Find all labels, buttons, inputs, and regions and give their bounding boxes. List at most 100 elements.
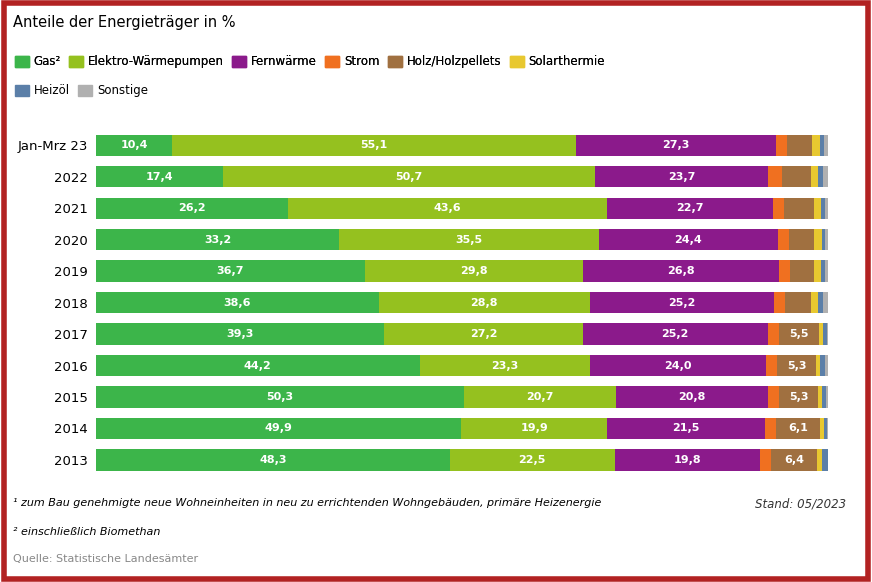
Bar [777, 355, 816, 376]
Bar [821, 418, 824, 439]
Text: 6,4: 6,4 [784, 455, 804, 465]
Bar [583, 261, 780, 282]
Bar [821, 261, 825, 282]
Bar [785, 292, 811, 313]
Text: 25,2: 25,2 [668, 297, 696, 308]
Text: Stand: 05/2023: Stand: 05/2023 [754, 498, 846, 510]
Bar [827, 324, 835, 345]
Bar [780, 261, 790, 282]
Bar [824, 418, 827, 439]
Text: 48,3: 48,3 [259, 455, 287, 465]
Bar [595, 166, 768, 187]
Bar [826, 229, 835, 250]
Text: 26,2: 26,2 [178, 203, 206, 213]
Bar [96, 261, 364, 282]
Text: 50,7: 50,7 [395, 172, 423, 182]
Bar [820, 355, 826, 376]
Bar [827, 418, 835, 439]
Bar [767, 324, 779, 345]
Bar [811, 166, 818, 187]
Text: 43,6: 43,6 [433, 203, 461, 213]
Text: ² einschließlich Biomethan: ² einschließlich Biomethan [13, 527, 160, 537]
Bar [789, 229, 814, 250]
Bar [378, 292, 589, 313]
Text: 38,6: 38,6 [223, 297, 251, 308]
Bar [384, 324, 583, 345]
Bar [364, 261, 583, 282]
Text: 49,9: 49,9 [265, 424, 293, 434]
Bar [599, 229, 778, 250]
Bar [776, 134, 787, 156]
Text: 39,3: 39,3 [226, 329, 254, 339]
Bar [790, 261, 814, 282]
Bar [776, 418, 821, 439]
Text: 6,1: 6,1 [788, 424, 808, 434]
Bar [773, 197, 785, 219]
Text: 36,7: 36,7 [216, 266, 244, 276]
Text: 5,5: 5,5 [789, 329, 808, 339]
Text: Anteile der Energieträger in %: Anteile der Energieträger in % [13, 15, 235, 30]
Bar [826, 355, 835, 376]
Bar [778, 229, 789, 250]
Bar [825, 261, 835, 282]
Bar [814, 229, 821, 250]
Bar [590, 355, 766, 376]
Text: 17,4: 17,4 [146, 172, 174, 182]
Bar [96, 229, 339, 250]
Text: 26,8: 26,8 [667, 266, 695, 276]
Bar [96, 166, 223, 187]
Text: 23,3: 23,3 [492, 361, 519, 371]
Text: 24,4: 24,4 [675, 235, 702, 244]
Bar [576, 134, 776, 156]
Bar [774, 292, 785, 313]
Bar [768, 386, 780, 408]
Bar [461, 418, 607, 439]
Text: 22,7: 22,7 [677, 203, 704, 213]
Text: 10,4: 10,4 [120, 140, 147, 150]
Text: 27,2: 27,2 [470, 329, 497, 339]
Bar [820, 134, 824, 156]
Bar [785, 197, 814, 219]
Bar [821, 197, 826, 219]
Bar [96, 355, 419, 376]
Bar [819, 324, 822, 345]
Bar [822, 324, 827, 345]
Text: 5,3: 5,3 [789, 392, 808, 402]
Bar [96, 418, 461, 439]
Bar [96, 449, 450, 471]
Bar [787, 134, 813, 156]
Text: 19,8: 19,8 [673, 455, 701, 465]
Bar [615, 449, 760, 471]
Text: 44,2: 44,2 [244, 361, 272, 371]
Bar [821, 229, 826, 250]
Bar [339, 229, 599, 250]
Bar [288, 197, 607, 219]
Bar [616, 386, 768, 408]
Text: Quelle: Statistische Landesämter: Quelle: Statistische Landesämter [13, 554, 198, 564]
Bar [765, 418, 776, 439]
Text: 33,2: 33,2 [204, 235, 231, 244]
Bar [779, 324, 819, 345]
Bar [818, 386, 821, 408]
Bar [814, 261, 821, 282]
Bar [826, 386, 835, 408]
Bar [811, 292, 818, 313]
Bar [589, 292, 774, 313]
Bar [780, 386, 818, 408]
Bar [96, 134, 172, 156]
Text: 23,7: 23,7 [668, 172, 695, 182]
Bar [818, 292, 822, 313]
Bar [760, 449, 771, 471]
Bar [814, 197, 821, 219]
Bar [450, 449, 615, 471]
Bar [826, 197, 835, 219]
Bar [96, 197, 288, 219]
Bar [768, 166, 781, 187]
Bar [781, 166, 811, 187]
Bar [607, 197, 773, 219]
Legend: Heizöl, Sonstige: Heizöl, Sonstige [15, 84, 147, 97]
Bar [766, 355, 777, 376]
Bar [822, 166, 835, 187]
Bar [821, 449, 828, 471]
Bar [583, 324, 767, 345]
